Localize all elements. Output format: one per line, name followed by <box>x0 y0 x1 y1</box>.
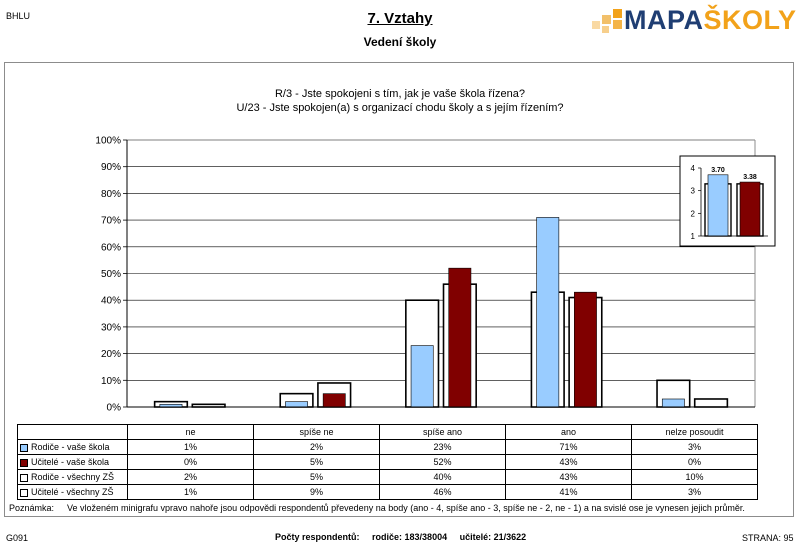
table-cell: 5% <box>253 454 380 470</box>
table-cell: 71% <box>505 439 632 455</box>
logo-text-main: MAPA <box>624 5 704 35</box>
y-tick-label: 70% <box>101 216 121 227</box>
page-number: STRANA: 95 <box>742 533 794 543</box>
table-cell: 46% <box>379 484 506 500</box>
table-header-cell: spíše ne <box>253 424 380 440</box>
mini-y-tick-label: 4 <box>691 164 696 173</box>
table-row: Učitelé - vaše škola 0% 5% 52% 43% 0% <box>17 454 758 470</box>
bar <box>536 217 560 408</box>
y-tick-label: 80% <box>101 189 121 200</box>
table-cell: 5% <box>253 469 380 485</box>
legend-entry: Rodiče - vaše škola <box>17 439 128 455</box>
legend-label: Učitelé - všechny ZŠ <box>31 487 114 497</box>
table-row: Rodiče - všechny ZŠ 2% 5% 40% 43% 10% <box>17 469 758 485</box>
table-cell: 2% <box>253 439 380 455</box>
mini-bar <box>707 174 729 237</box>
table-cell: 3% <box>631 439 758 455</box>
note-text: Ve vloženém minigrafu vpravo nahoře jsou… <box>67 503 745 513</box>
mapa-skoly-logo: MAPAŠKOLY <box>590 5 796 37</box>
y-tick-label: 20% <box>101 349 121 360</box>
table-cell: 40% <box>379 469 506 485</box>
table-cell: 1% <box>127 439 254 455</box>
legend-label: Rodiče - všechny ZŠ <box>31 472 115 482</box>
table-cell: 52% <box>379 454 506 470</box>
note-label: Poznámka: <box>9 503 55 513</box>
y-tick-label: 30% <box>101 322 121 333</box>
respondent-counts: Počty respondentů: rodiče: 183/38004 uči… <box>275 532 526 542</box>
table-row: Rodiče - vaše škola 1% 2% 23% 71% 3% <box>17 439 758 455</box>
mini-y-tick-label: 2 <box>691 209 696 218</box>
mini-y-tick-label: 1 <box>691 232 696 241</box>
bar <box>285 401 308 408</box>
footer-code: G091 <box>6 533 29 543</box>
legend-label: Rodiče - vaše škola <box>31 442 110 452</box>
table-corner <box>17 424 128 440</box>
chart-frame <box>4 62 794 517</box>
question-teachers: U/23 - Jste spokojen(a) s organizací cho… <box>236 102 564 114</box>
bar <box>574 291 597 408</box>
bar <box>448 267 472 408</box>
section-title: 7. Vztahy <box>367 10 433 27</box>
table-cell: 23% <box>379 439 506 455</box>
mini-bar-value-label: 3.70 <box>711 167 725 174</box>
question-parents: R/3 - Jste spokojeni s tím, jak je vaše … <box>274 88 526 100</box>
respondents-label: Počty respondentů: <box>275 532 360 542</box>
table-cell: 0% <box>127 454 254 470</box>
mini-bar-value-label: 3.38 <box>743 174 757 181</box>
table-cell: 41% <box>505 484 632 500</box>
table-cell: 1% <box>127 484 254 500</box>
legend-label: Učitelé - vaše škola <box>31 457 110 467</box>
legend-entry: Učitelé - všechny ZŠ <box>17 484 128 500</box>
legend-swatch-icon <box>20 443 28 452</box>
table-header-cell: ano <box>505 424 632 440</box>
table-header-cell: spíše ano <box>379 424 506 440</box>
logo-text: MAPAŠKOLY <box>624 5 797 36</box>
legend-entry: Rodiče - všechny ZŠ <box>17 469 128 485</box>
table-cell: 9% <box>253 484 380 500</box>
y-tick-label: 0% <box>107 403 122 414</box>
school-code: BHLU <box>6 11 31 21</box>
mini-y-tick-label: 3 <box>691 187 696 196</box>
bar <box>322 393 346 408</box>
legend-entry: Učitelé - vaše škola <box>17 454 128 470</box>
table-cell: 2% <box>127 469 254 485</box>
table-header-cell: ne <box>127 424 254 440</box>
legend-swatch-icon <box>20 488 28 497</box>
y-tick-label: 100% <box>95 136 121 147</box>
table-row: Učitelé - všechny ZŠ 1% 9% 46% 41% 3% <box>17 484 758 500</box>
teachers-count: učitelé: 21/3622 <box>459 532 527 542</box>
section-subtitle: Vedení školy <box>363 35 437 49</box>
mini-bar <box>739 181 761 237</box>
table-cell: 10% <box>631 469 758 485</box>
logo-text-accent: ŠKOLY <box>703 5 797 35</box>
y-tick-label: 10% <box>101 376 121 387</box>
data-table: ne spíše ne spíše ano ano nelze posoudit… <box>17 424 758 500</box>
table-cell: 0% <box>631 454 758 470</box>
y-tick-label: 50% <box>101 269 121 280</box>
y-tick-label: 60% <box>101 242 121 253</box>
bar <box>661 398 685 408</box>
table-cell: 43% <box>505 454 632 470</box>
y-tick-label: 40% <box>101 296 121 307</box>
table-cell: 3% <box>631 484 758 500</box>
y-tick-label: 90% <box>101 162 121 173</box>
parents-count: rodiče: 183/38004 <box>372 532 448 542</box>
legend-swatch-icon <box>20 473 28 482</box>
legend-swatch-icon <box>20 458 28 467</box>
bar-outline <box>693 398 729 408</box>
table-cell: 43% <box>505 469 632 485</box>
table-header-cell: nelze posoudit <box>631 424 758 440</box>
table-header-row: ne spíše ne spíše ano ano nelze posoudit <box>17 424 758 440</box>
bar <box>410 345 434 408</box>
